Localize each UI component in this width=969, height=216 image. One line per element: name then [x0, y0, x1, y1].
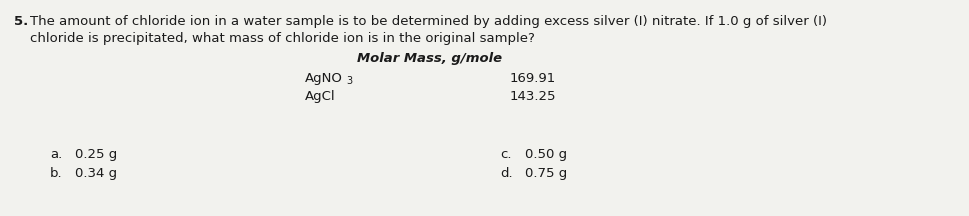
Text: 0.34 g: 0.34 g [75, 167, 117, 180]
Text: The amount of chloride ion in a water sample is to be determined by adding exces: The amount of chloride ion in a water sa… [30, 15, 827, 28]
Text: c.: c. [499, 148, 511, 161]
Text: 3: 3 [346, 76, 352, 86]
Text: 0.75 g: 0.75 g [524, 167, 567, 180]
Text: a.: a. [50, 148, 62, 161]
Text: Molar Mass, g/mole: Molar Mass, g/mole [357, 52, 502, 65]
Text: 169.91: 169.91 [510, 72, 555, 85]
Text: 5.: 5. [14, 15, 28, 28]
Text: chloride is precipitated, what mass of chloride ion is in the original sample?: chloride is precipitated, what mass of c… [30, 32, 534, 45]
Text: AgNO: AgNO [304, 72, 342, 85]
Text: 0.25 g: 0.25 g [75, 148, 117, 161]
Text: AgCl: AgCl [304, 90, 335, 103]
Text: d.: d. [499, 167, 512, 180]
Text: 143.25: 143.25 [510, 90, 556, 103]
Text: 0.50 g: 0.50 g [524, 148, 567, 161]
Text: b.: b. [50, 167, 63, 180]
